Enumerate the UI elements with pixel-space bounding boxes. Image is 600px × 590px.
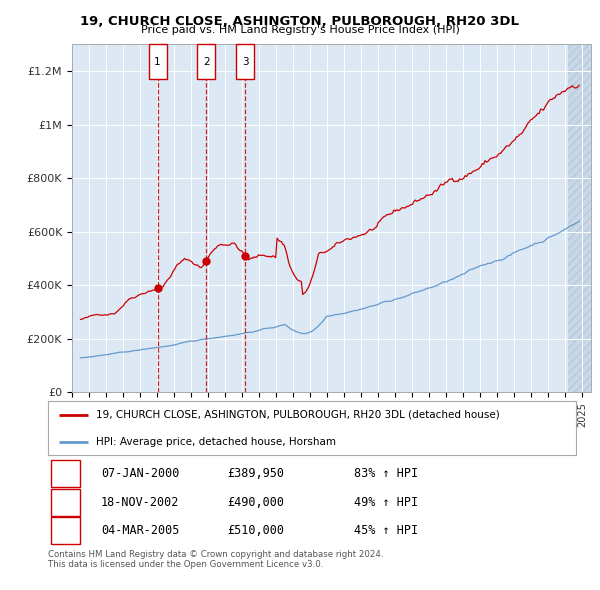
FancyBboxPatch shape xyxy=(50,460,80,487)
FancyBboxPatch shape xyxy=(50,489,80,516)
Text: 1: 1 xyxy=(61,467,69,480)
FancyBboxPatch shape xyxy=(50,517,80,545)
FancyBboxPatch shape xyxy=(149,44,167,79)
Text: 83% ↑ HPI: 83% ↑ HPI xyxy=(354,467,418,480)
Text: 3: 3 xyxy=(61,525,69,537)
Text: 18-NOV-2002: 18-NOV-2002 xyxy=(101,496,179,509)
Text: 2: 2 xyxy=(61,496,69,509)
Text: 45% ↑ HPI: 45% ↑ HPI xyxy=(354,525,418,537)
Text: 04-MAR-2005: 04-MAR-2005 xyxy=(101,525,179,537)
Text: 1: 1 xyxy=(154,57,161,67)
Text: 2: 2 xyxy=(203,57,209,67)
Text: 49% ↑ HPI: 49% ↑ HPI xyxy=(354,496,418,509)
FancyBboxPatch shape xyxy=(197,44,215,79)
Text: 19, CHURCH CLOSE, ASHINGTON, PULBOROUGH, RH20 3DL: 19, CHURCH CLOSE, ASHINGTON, PULBOROUGH,… xyxy=(80,15,520,28)
FancyBboxPatch shape xyxy=(236,44,254,79)
Text: Contains HM Land Registry data © Crown copyright and database right 2024.
This d: Contains HM Land Registry data © Crown c… xyxy=(48,550,383,569)
Text: 19, CHURCH CLOSE, ASHINGTON, PULBOROUGH, RH20 3DL (detached house): 19, CHURCH CLOSE, ASHINGTON, PULBOROUGH,… xyxy=(95,410,499,419)
Text: 07-JAN-2000: 07-JAN-2000 xyxy=(101,467,179,480)
Text: 3: 3 xyxy=(242,57,248,67)
Text: HPI: Average price, detached house, Horsham: HPI: Average price, detached house, Hors… xyxy=(95,437,335,447)
Text: £389,950: £389,950 xyxy=(227,467,284,480)
Text: Price paid vs. HM Land Registry's House Price Index (HPI): Price paid vs. HM Land Registry's House … xyxy=(140,25,460,35)
Text: £490,000: £490,000 xyxy=(227,496,284,509)
Text: £510,000: £510,000 xyxy=(227,525,284,537)
Bar xyxy=(568,44,591,392)
